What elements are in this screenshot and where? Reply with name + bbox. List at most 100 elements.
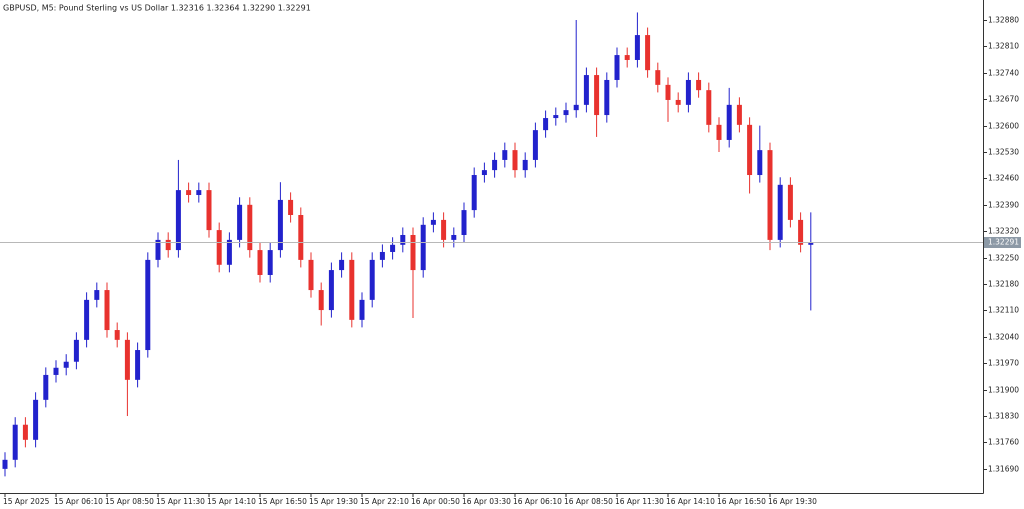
candle-body xyxy=(604,79,610,116)
candle-body xyxy=(114,330,120,340)
y-tick-label: 1.31970 xyxy=(988,359,1019,368)
y-tick-label: 1.32250 xyxy=(988,254,1019,263)
candle-body xyxy=(634,35,640,60)
candle-body xyxy=(73,339,79,362)
x-tick-label: 16 Apr 06:10 xyxy=(513,497,562,506)
y-tick-label: 1.32460 xyxy=(988,174,1019,183)
y-tick-label: 1.32390 xyxy=(988,201,1019,210)
candle-body xyxy=(104,290,110,331)
chart-title: GBPUSD, M5: Pound Sterling vs US Dollar … xyxy=(3,4,311,13)
candle-body xyxy=(471,175,477,211)
candle-body xyxy=(675,99,681,105)
candle-body xyxy=(798,219,804,245)
x-tick-label: 15 Apr 11:30 xyxy=(156,497,205,506)
candle-body xyxy=(196,190,202,196)
candle-body xyxy=(787,184,793,220)
candle-body xyxy=(318,290,324,311)
candle-body xyxy=(777,184,783,240)
candle-body xyxy=(257,250,263,275)
x-tick-label: 16 Apr 11:30 xyxy=(615,497,664,506)
candle-body xyxy=(298,215,304,260)
y-tick-label: 1.32320 xyxy=(988,227,1019,236)
y-tick-label: 1.32530 xyxy=(988,148,1019,157)
candle-body xyxy=(726,104,732,140)
y-tick-label: 1.32180 xyxy=(988,280,1019,289)
candle-body xyxy=(614,55,620,80)
candle-body xyxy=(124,339,130,380)
candle-body xyxy=(400,234,406,245)
candle-body xyxy=(563,110,569,116)
candle-body xyxy=(186,190,192,196)
candle-body xyxy=(379,251,385,260)
candle-body xyxy=(532,130,538,160)
candle-body xyxy=(84,299,90,340)
candle-body xyxy=(308,259,314,291)
candle-body xyxy=(665,84,671,100)
candle-body xyxy=(216,230,222,265)
candle-body xyxy=(543,118,549,131)
candle-body xyxy=(808,242,814,245)
candle-body xyxy=(328,270,334,311)
candle-body xyxy=(492,159,498,171)
x-tick-label: 16 Apr 14:10 xyxy=(666,497,715,506)
candle-body xyxy=(696,79,702,91)
candle-body xyxy=(512,150,518,171)
candle-body xyxy=(145,259,151,351)
candle-body xyxy=(461,210,467,235)
candle-body xyxy=(685,79,691,105)
candle-body xyxy=(94,290,100,300)
candle-body xyxy=(594,75,600,116)
y-tick-label: 1.31690 xyxy=(988,465,1019,474)
candle-body xyxy=(33,399,39,440)
x-tick-label: 15 Apr 06:10 xyxy=(54,497,103,506)
candle-body xyxy=(420,224,426,271)
candle-body xyxy=(22,424,28,440)
x-tick-label: 15 Apr 22:10 xyxy=(360,497,409,506)
x-tick-label: 15 Apr 14:10 xyxy=(207,497,256,506)
x-tick-label: 15 Apr 08:50 xyxy=(105,497,154,506)
candle-body xyxy=(206,190,212,231)
candle-body xyxy=(63,361,69,368)
candle-body xyxy=(583,75,589,105)
candle-body xyxy=(2,459,8,469)
candle-body xyxy=(359,299,365,320)
candle-body xyxy=(441,219,447,240)
candle-body xyxy=(624,55,630,60)
y-tick-label: 1.31760 xyxy=(988,438,1019,447)
candle-body xyxy=(349,259,355,320)
candle-body xyxy=(390,244,396,252)
last-price-label: 1.32291 xyxy=(988,238,1019,247)
candle-body xyxy=(502,150,508,160)
candle-body xyxy=(277,199,283,251)
y-tick-label: 1.32110 xyxy=(988,306,1019,315)
x-tick-label: 16 Apr 00:50 xyxy=(411,497,460,506)
x-tick-label: 15 Apr 16:50 xyxy=(258,497,307,506)
candle-body xyxy=(43,374,49,400)
candle-body xyxy=(747,124,753,176)
candle-body xyxy=(410,234,416,271)
candle-body xyxy=(655,70,661,85)
candle-body xyxy=(247,204,253,251)
candle-body xyxy=(481,170,487,176)
x-tick-label: 16 Apr 16:50 xyxy=(717,497,766,506)
y-tick-label: 1.32040 xyxy=(988,333,1019,342)
candle-body xyxy=(430,219,436,225)
candle-body xyxy=(767,150,773,240)
candle-body xyxy=(716,124,722,140)
y-tick-label: 1.31900 xyxy=(988,386,1019,395)
candle-body xyxy=(155,239,161,260)
x-tick-label: 16 Apr 08:50 xyxy=(564,497,613,506)
y-tick-label: 1.32740 xyxy=(988,69,1019,78)
y-tick-label: 1.32670 xyxy=(988,95,1019,104)
candle-body xyxy=(706,90,712,125)
y-tick-label: 1.32600 xyxy=(988,122,1019,131)
candle-body xyxy=(175,190,181,251)
y-tick-label: 1.32880 xyxy=(988,16,1019,25)
last-price-box xyxy=(984,237,1021,248)
candle-body xyxy=(757,150,763,176)
candle-body xyxy=(53,367,59,375)
candle-body xyxy=(135,350,141,380)
candle-body xyxy=(165,239,171,251)
